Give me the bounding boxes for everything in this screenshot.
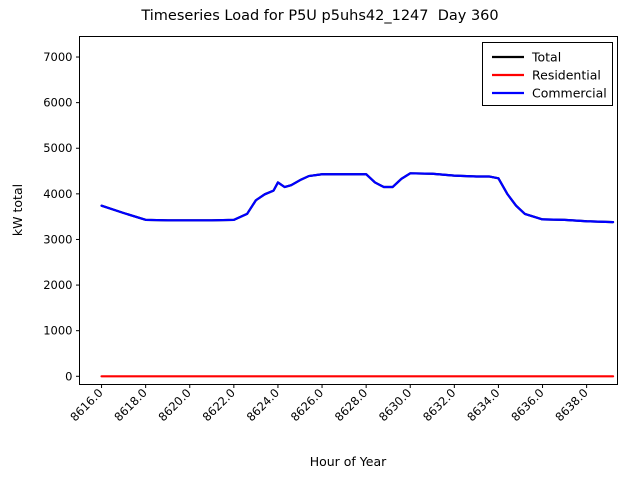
y-tick-label: 4000 xyxy=(43,187,72,201)
y-axis-title: kW total xyxy=(10,184,25,236)
y-tick-label: 7000 xyxy=(43,50,72,64)
x-axis-title: Hour of Year xyxy=(310,454,387,469)
data-series-group xyxy=(100,172,615,378)
chart-title: Timeseries Load for P5U p5uhs42_1247 Day… xyxy=(141,8,499,24)
x-axis-ticks: 8616.0 8618.0 8620.0 8622.0 8624.0 8626.0 8628… xyxy=(67,384,591,424)
y-tick-label: 3000 xyxy=(43,232,72,246)
x-tick-label: 8634.0 xyxy=(464,386,502,424)
x-tick-label: 8622.0 xyxy=(200,386,238,424)
y-axis-ticks: 0 1000 2000 3000 4000 5000 6000 7000 xyxy=(43,50,80,383)
plot-frame xyxy=(79,36,618,385)
x-tick-label: 8636.0 xyxy=(508,386,546,424)
legend-label-residential: Residential xyxy=(532,68,601,83)
y-tick-label: 6000 xyxy=(43,96,72,110)
legend-label-commercial: Commercial xyxy=(532,86,607,101)
x-tick-label: 8618.0 xyxy=(111,386,149,424)
x-tick-label: 8624.0 xyxy=(244,386,282,424)
chart-legend: Total Residential Commercial xyxy=(482,42,613,106)
series-line-total xyxy=(100,172,615,224)
x-tick-label: 8632.0 xyxy=(420,386,458,424)
y-tick-label: 5000 xyxy=(43,141,72,155)
series-line-commercial xyxy=(100,172,615,224)
x-tick-label: 8616.0 xyxy=(67,386,105,424)
x-tick-label: 8620.0 xyxy=(156,386,194,424)
legend-label-total: Total xyxy=(531,50,561,65)
x-tick-label: 8630.0 xyxy=(376,386,414,424)
y-tick-label: 0 xyxy=(65,369,72,383)
y-tick-label: 2000 xyxy=(43,278,72,292)
x-tick-label: 8626.0 xyxy=(288,386,326,424)
x-tick-label: 8638.0 xyxy=(552,386,590,424)
x-tick-label: 8628.0 xyxy=(332,386,370,424)
y-tick-label: 1000 xyxy=(43,324,72,338)
